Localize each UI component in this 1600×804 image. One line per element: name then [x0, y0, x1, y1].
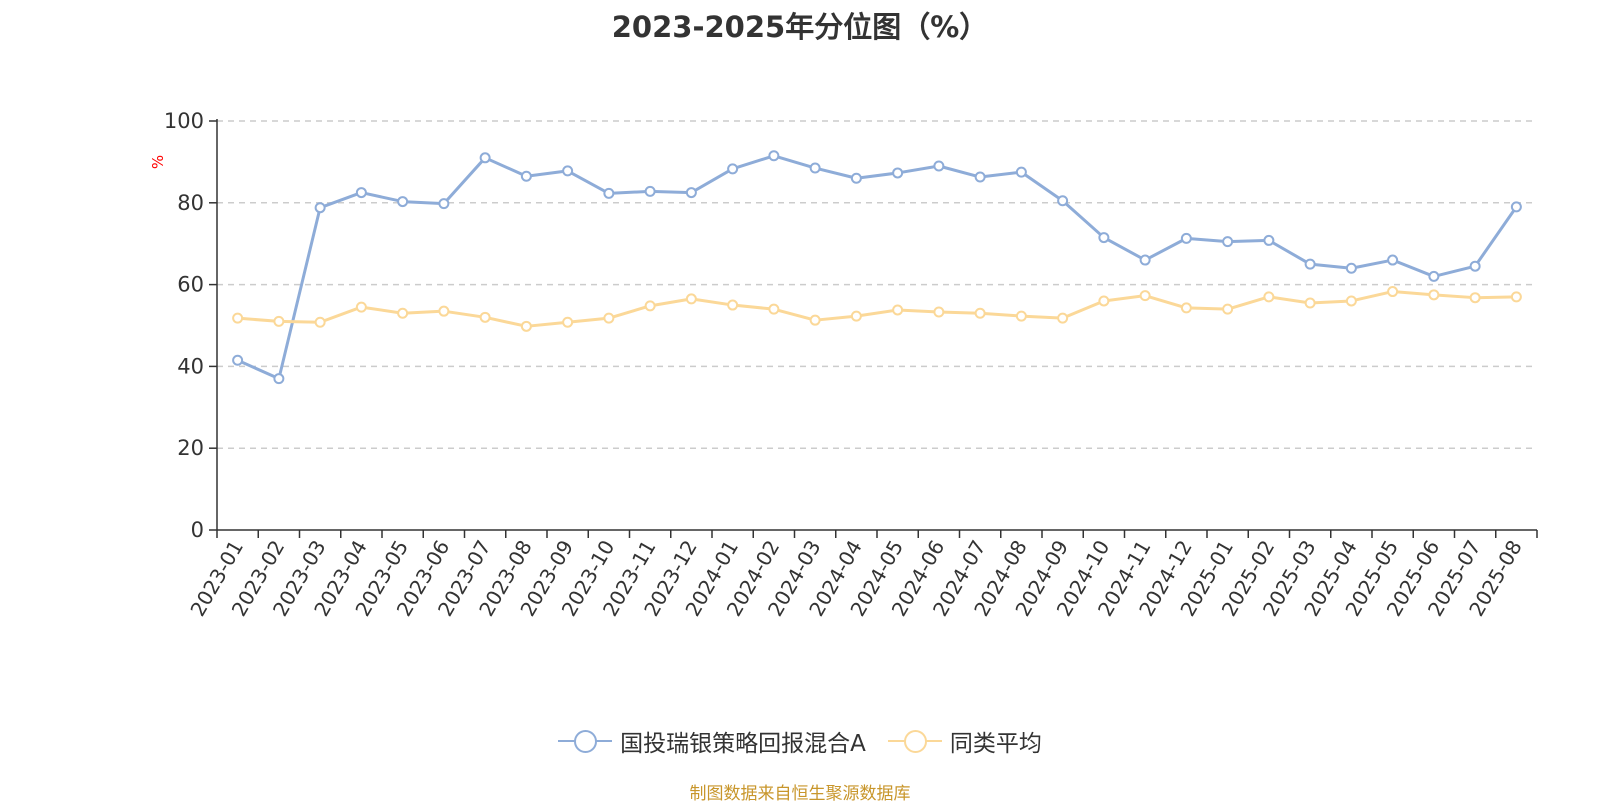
series-0-point-2023-05 — [397, 196, 409, 208]
series-1-point-2023-05 — [397, 307, 409, 319]
series-0-point-2025-02 — [1263, 234, 1275, 246]
series-0-point-2023-09 — [562, 165, 574, 177]
y-tick-label-0: 0 — [191, 518, 204, 542]
y-axis-unit-label: % — [149, 155, 167, 169]
gridlines — [217, 120, 1537, 449]
series-1-point-2023-12 — [685, 293, 697, 305]
series-0-point-2025-01 — [1222, 236, 1234, 248]
legend-item-fund[interactable]: 国投瑞银策略回报混合A — [558, 724, 866, 758]
series-1-point-2025-01 — [1222, 303, 1234, 315]
series-0-point-2024-07 — [974, 171, 986, 183]
data-source-note: 制图数据来自恒生聚源数据库 — [689, 784, 911, 804]
series-1-point-2025-03 — [1304, 297, 1316, 309]
series-1-point-2023-03 — [314, 316, 326, 328]
series-1-point-2024-07 — [974, 307, 986, 319]
axes: 0204060801002023-012023-022023-032023-04… — [164, 109, 1538, 620]
legend-swatch-peer-average — [887, 729, 942, 753]
series-0-point-2024-06 — [933, 160, 945, 172]
series-1-point-2024-03 — [809, 314, 821, 326]
series-1-point-2025-04 — [1345, 295, 1357, 307]
series-1-point-2024-11 — [1139, 290, 1151, 302]
y-tick-label-100: 100 — [164, 109, 204, 133]
y-tick-label-80: 80 — [177, 191, 204, 215]
series-0-point-2025-06 — [1428, 270, 1440, 282]
series-0-point-2023-03 — [314, 202, 326, 214]
series-1-point-2023-06 — [438, 305, 450, 317]
series-0-point-2023-06 — [438, 198, 450, 210]
series-0-point-2023-02 — [273, 373, 285, 385]
series-0-point-2024-05 — [892, 167, 904, 179]
series-1-point-2024-02 — [768, 303, 780, 315]
series-line-0 — [237, 154, 1518, 381]
series-0-point-2025-03 — [1304, 258, 1316, 270]
series-0-point-2024-04 — [850, 172, 862, 184]
series-0-point-2023-08 — [520, 170, 532, 182]
series-1-point-2023-08 — [520, 320, 532, 332]
series-0-point-2024-10 — [1098, 232, 1110, 244]
series-line-1 — [237, 290, 1517, 328]
series-0-point-2025-05 — [1387, 254, 1399, 266]
legend-label-fund: 国投瑞银策略回报混合A — [620, 731, 866, 757]
legend-label-peer-average: 同类平均 — [949, 731, 1042, 757]
series-1-point-2025-02 — [1263, 291, 1275, 303]
legend-item-peer-average[interactable]: 同类平均 — [887, 724, 1042, 758]
series-0-point-2023-01 — [232, 354, 244, 366]
series-1-point-2025-07 — [1469, 292, 1481, 304]
series-0-point-2024-02 — [768, 150, 780, 162]
series-1-point-2024-08 — [1015, 310, 1027, 322]
series-1-point-2024-05 — [892, 304, 904, 316]
series-0-point-2025-08 — [1510, 201, 1522, 213]
series — [232, 150, 1522, 385]
series-0-point-2024-03 — [809, 162, 821, 174]
series-0-point-2023-11 — [644, 185, 656, 197]
y-tick-label-20: 20 — [177, 436, 204, 460]
series-1-point-2024-04 — [850, 310, 862, 322]
series-1-point-2023-02 — [273, 315, 285, 327]
series-1-point-2023-09 — [562, 316, 574, 328]
y-tick-label-60: 60 — [177, 273, 204, 297]
series-1-point-2023-07 — [479, 311, 491, 323]
series-1-point-2024-09 — [1057, 312, 1069, 324]
series-0-point-2025-07 — [1469, 260, 1481, 272]
series-1-point-2023-01 — [232, 312, 244, 324]
series-1-point-2024-12 — [1180, 302, 1192, 314]
series-1-point-2024-01 — [727, 299, 739, 311]
series-0-point-2023-12 — [685, 187, 697, 199]
legend-swatch-fund — [558, 729, 613, 753]
y-tick-label-40: 40 — [177, 354, 204, 378]
series-0-point-2024-09 — [1057, 195, 1069, 207]
series-1-point-2023-04 — [355, 301, 367, 313]
series-0-point-2024-01 — [727, 163, 739, 175]
series-1-point-2023-11 — [644, 300, 656, 312]
series-0-point-2025-04 — [1345, 262, 1357, 274]
series-1-point-2024-10 — [1098, 295, 1110, 307]
series-0-point-2024-08 — [1015, 166, 1027, 178]
series-1-point-2023-10 — [603, 312, 615, 324]
series-1-point-2024-06 — [933, 306, 945, 318]
series-0-point-2023-04 — [355, 187, 367, 199]
series-0-point-2023-10 — [603, 187, 615, 199]
series-1-point-2025-08 — [1510, 291, 1522, 303]
series-1-point-2025-05 — [1387, 286, 1399, 298]
series-0-point-2024-12 — [1180, 232, 1192, 244]
chart-title: 2023-2025年分位图（%） — [611, 10, 989, 44]
series-0-point-2024-11 — [1139, 254, 1151, 266]
series-0-point-2023-07 — [479, 152, 491, 164]
legend: 国投瑞银策略回报混合A 同类平均 — [0, 724, 1600, 758]
series-1-point-2025-06 — [1428, 289, 1440, 301]
